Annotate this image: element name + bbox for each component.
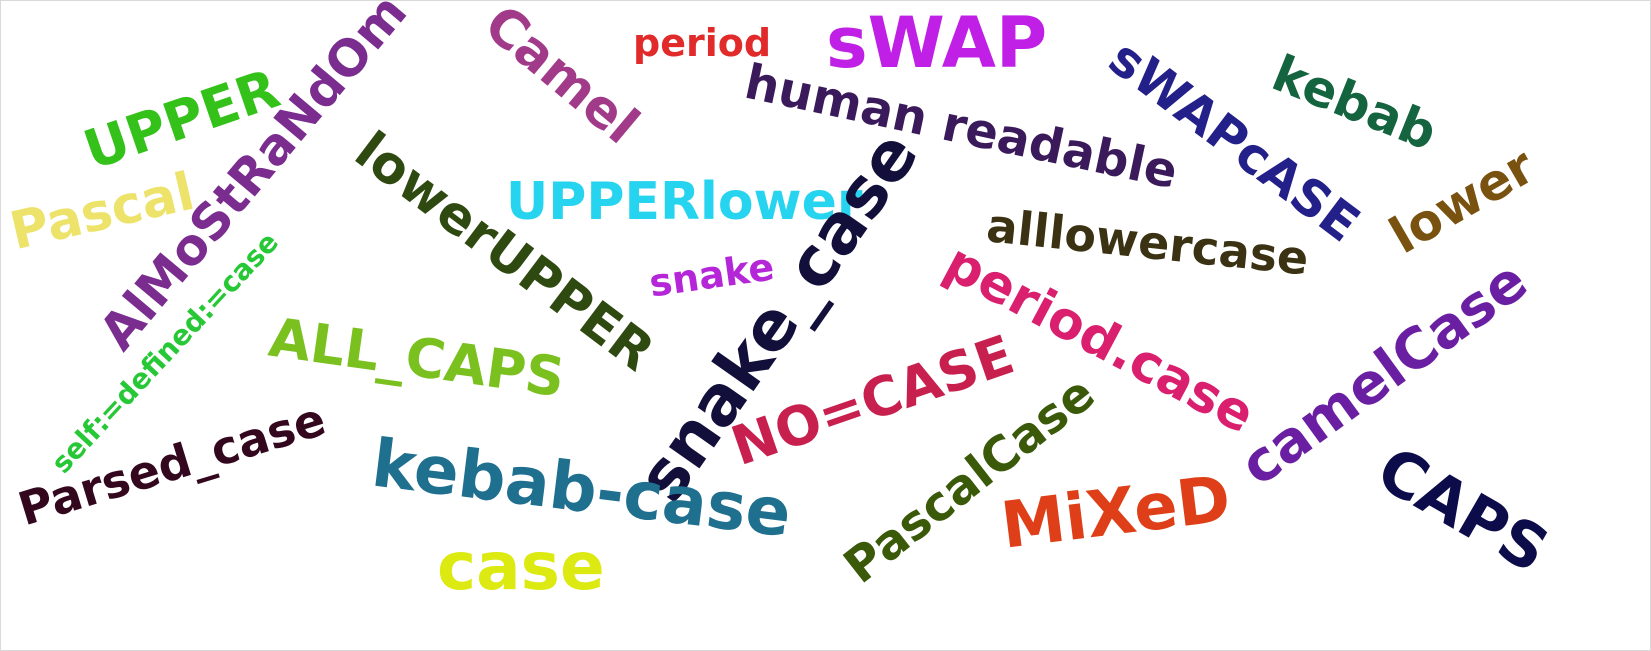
word-lower: lower xyxy=(1379,136,1545,266)
word-case: case xyxy=(437,528,605,605)
word-all-caps: ALL_CAPS xyxy=(265,305,569,410)
word-kebab: kebab xyxy=(1264,44,1445,162)
word-camelcase: camelCase xyxy=(1228,248,1540,499)
word-period: period xyxy=(633,21,772,65)
word-upperlower: UPPERlower xyxy=(506,172,863,232)
word-mixed: MiXeD xyxy=(997,462,1235,564)
word-swap: sWAP xyxy=(826,2,1048,84)
word-caps: CAPS xyxy=(1365,432,1561,588)
word-camel: Camel xyxy=(472,0,650,157)
